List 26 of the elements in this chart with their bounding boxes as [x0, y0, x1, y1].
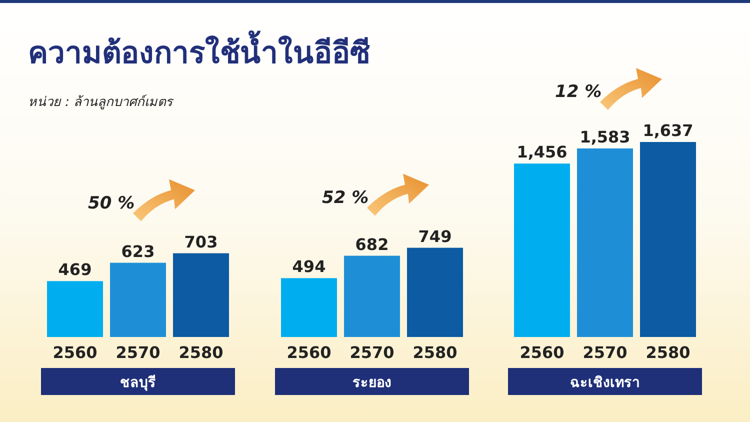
text: 2560 [286, 343, 332, 362]
series-label: 2580 [178, 343, 224, 362]
series-label: 2570 [116, 343, 160, 362]
data-label: 469 [58, 260, 92, 280]
x-tick-label: ระยอง [352, 375, 392, 391]
data-label: 682 [355, 234, 389, 254]
series-label: 2560 [52, 343, 98, 362]
data-label: 749 [418, 226, 452, 246]
x-tick-label: ฉะเชิงเทรา [570, 375, 640, 391]
text: 2580 [646, 343, 690, 362]
data-label: 1,637 [642, 121, 694, 140]
data-label: 623 [121, 242, 155, 261]
text: 12 % [555, 82, 602, 102]
chart-title: ความต้องการใช้น้ำในอีอีซี [28, 30, 370, 71]
text: 2580 [412, 343, 458, 362]
annotation: 52 % [322, 188, 369, 208]
text: 2570 [582, 343, 628, 362]
data-label: 1,583 [580, 127, 630, 146]
annotation: 50 % [88, 193, 135, 214]
text: 2570 [350, 343, 394, 362]
x-tick-label: ชลบุรี [120, 375, 156, 391]
data-label: 494 [292, 257, 326, 276]
chart-subtitle: หน่วย : ล้านลูกบาศก์เมตร [28, 94, 175, 110]
text: 2560 [520, 343, 564, 362]
data-label: 1,456 [516, 142, 568, 162]
data-label: 703 [184, 232, 218, 252]
